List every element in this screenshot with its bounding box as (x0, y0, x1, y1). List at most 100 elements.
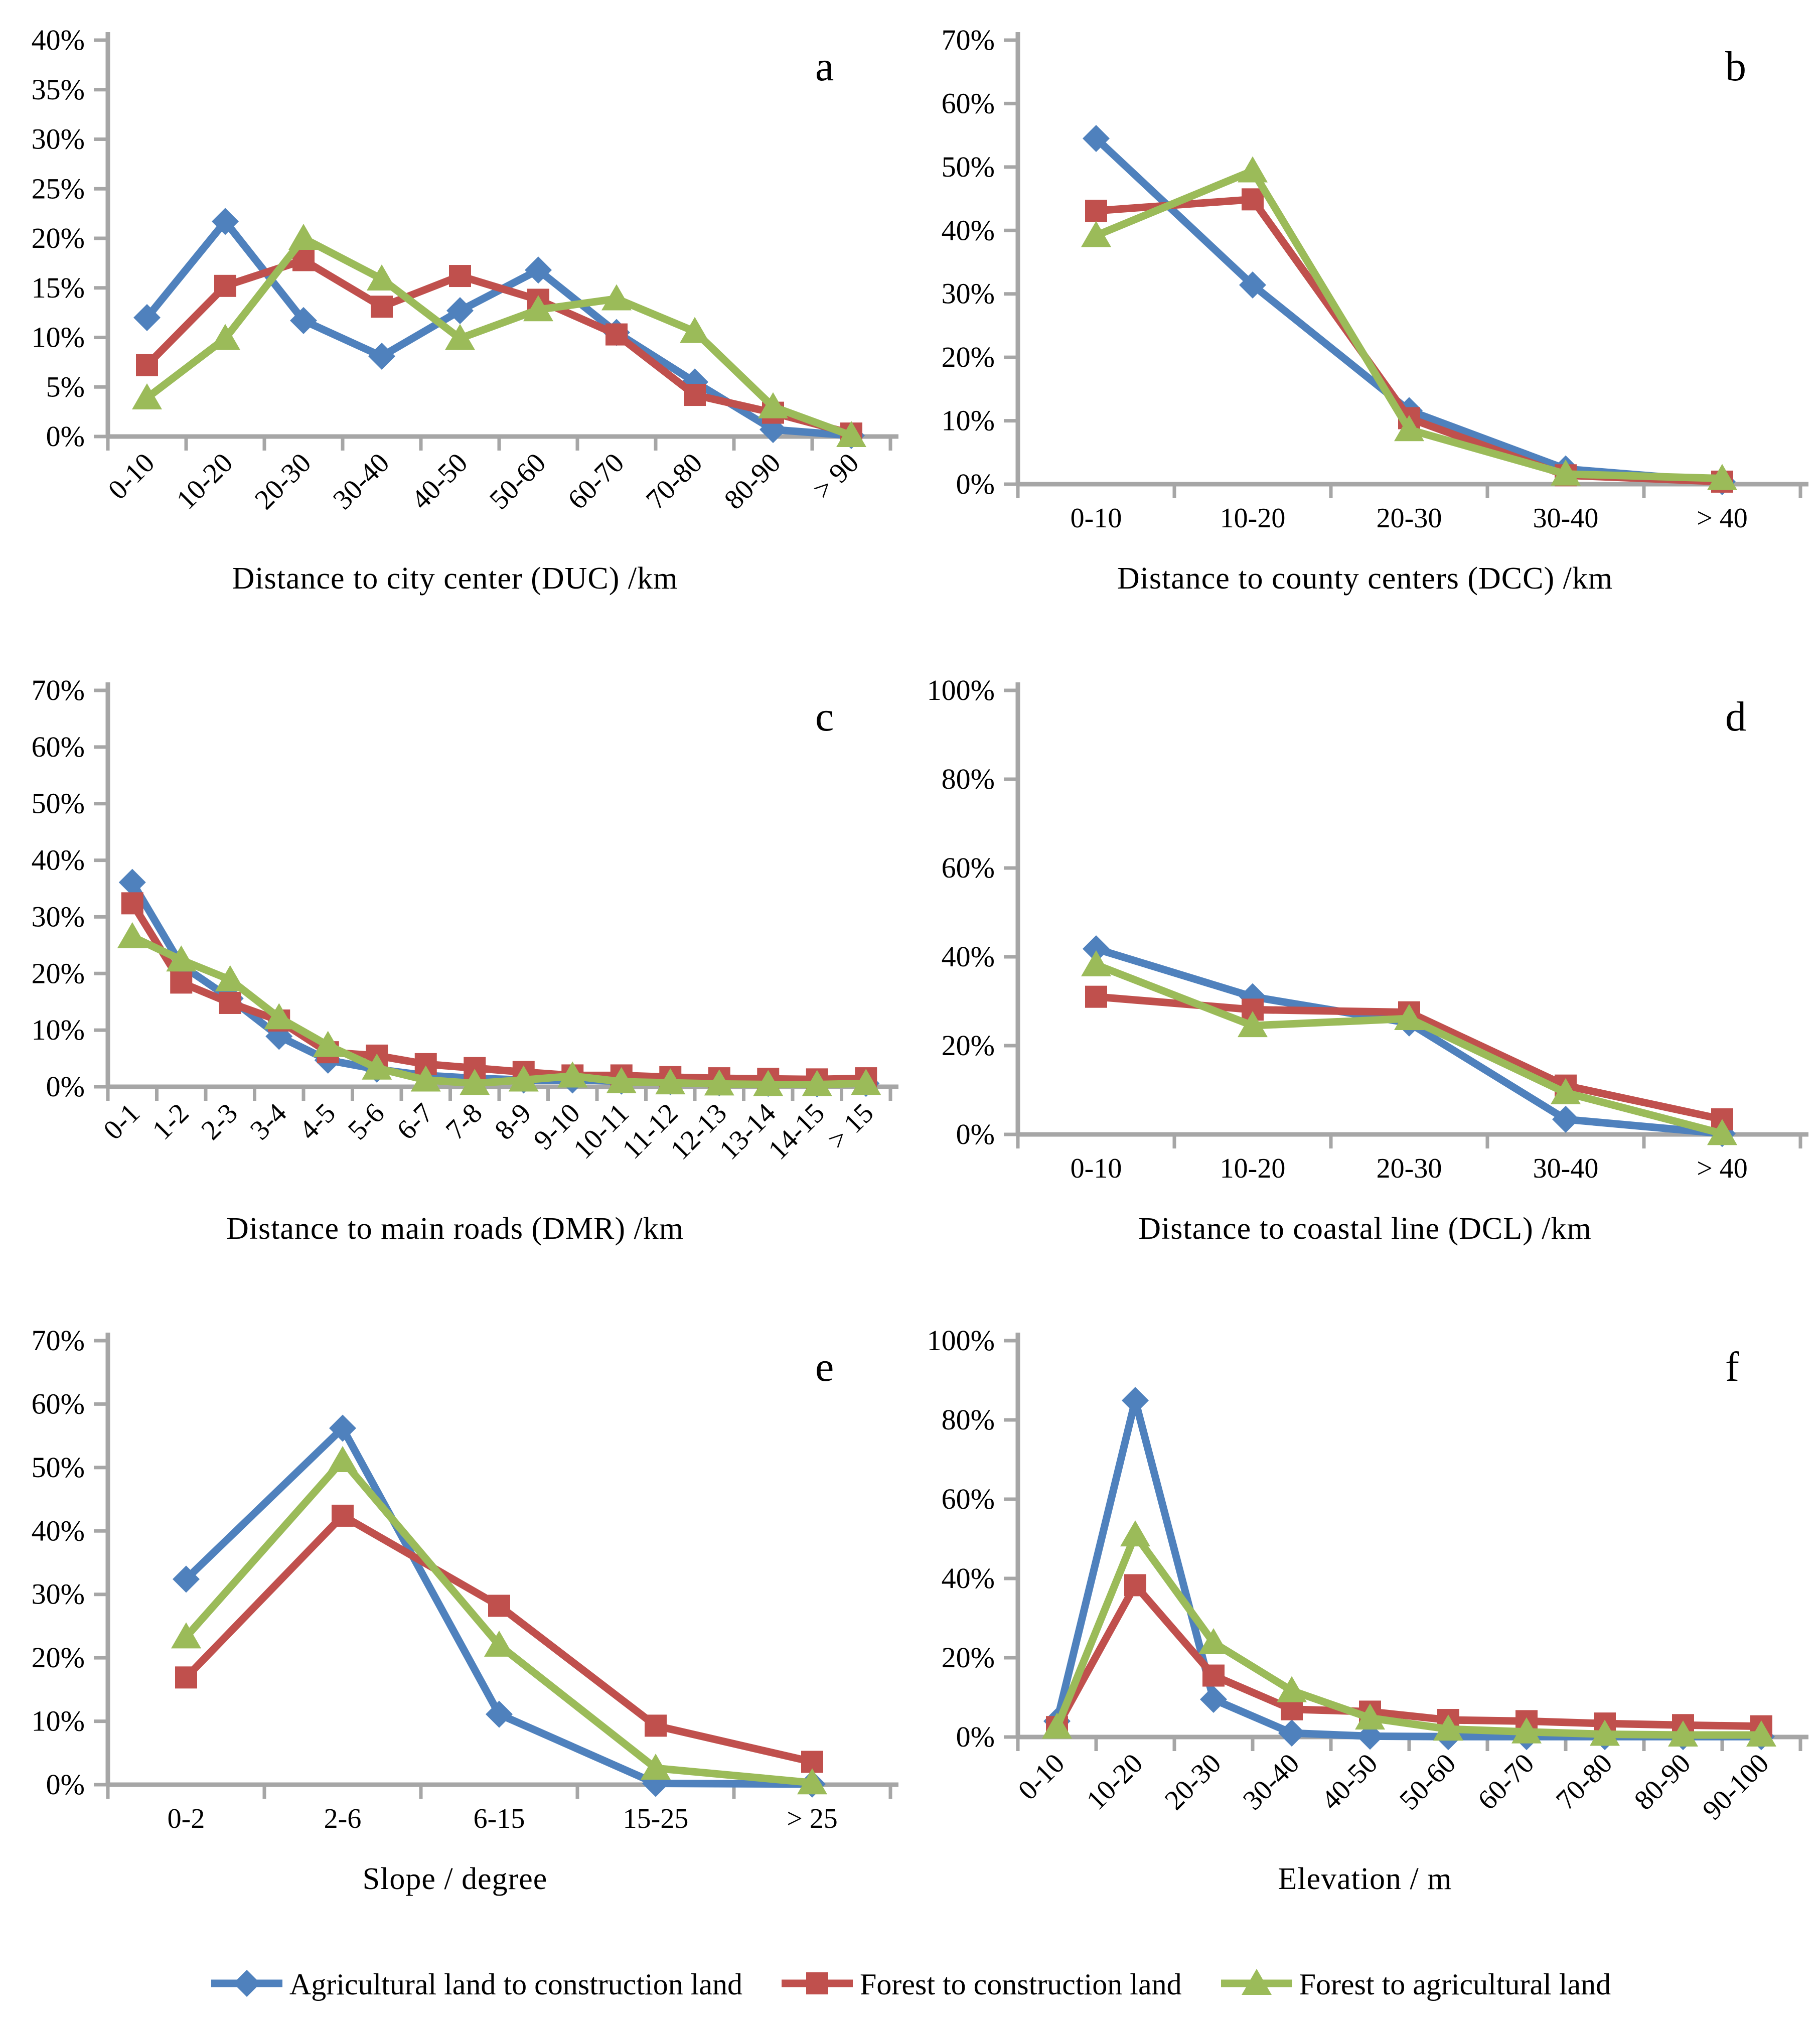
triangle-marker (851, 1069, 881, 1095)
x-axis-title: Slope / degree (362, 1862, 548, 1896)
x-tick-label: 8-9 (489, 1097, 537, 1146)
x-tick-label: 80-90 (718, 447, 787, 515)
chart-panel-a: 0% 5% 10% 15% 20% 25% 30% 35% 40% 0-10 10-20 20-30 3… (0, 0, 910, 650)
triangle-marker (655, 1068, 686, 1095)
y-tick-label: 10% (32, 1705, 85, 1738)
square-marker (136, 354, 158, 376)
diamond-marker (368, 343, 395, 370)
chart-canvas-b: 0% 10% 20% 30% 40% 50% 60% 70% 0-10 10-20 20-30 30-… (942, 24, 1808, 534)
legend: Agricultural land to construction land F… (0, 1947, 1820, 2022)
diamond-series-icon (209, 1963, 284, 2006)
triangle-marker (1551, 459, 1581, 486)
diamond-marker (1083, 935, 1110, 963)
panel-letter: b (1725, 43, 1746, 90)
y-tick-label: 100% (927, 674, 995, 706)
triangle-marker (1551, 1078, 1581, 1104)
square-marker (1124, 1574, 1146, 1597)
triangle-marker (328, 1446, 358, 1472)
series-line (129, 901, 866, 1083)
y-tick-label: 35% (32, 73, 85, 106)
chart-canvas-c: 0% 10% 20% 30% 40% 50% 60% 70% 0-1 1-2 2-3 3-4 4-5 5-… (32, 674, 898, 1166)
square-marker (1085, 200, 1107, 222)
triangle-marker (1394, 1004, 1424, 1031)
legend-label: Forest to agricultural land (1299, 1967, 1611, 2001)
y-tick-label: 70% (32, 1324, 85, 1357)
x-tick-label: 5-6 (342, 1097, 391, 1146)
chart-panel-b: 0% 10% 20% 30% 40% 50% 60% 70% 0-10 10-20 20-30 30-… (910, 0, 1820, 650)
y-tick-label: 40% (942, 940, 995, 973)
x-tick-label: 30-40 (1533, 1153, 1599, 1184)
x-tick-label: > 40 (1697, 503, 1748, 534)
x-tick-label: 40-50 (1315, 1748, 1384, 1816)
triangle-marker (460, 1069, 490, 1095)
diamond-marker (486, 1700, 513, 1728)
y-tick-label: 60% (942, 87, 995, 119)
x-tick-label: > 25 (787, 1803, 838, 1834)
panel-letter: d (1725, 693, 1746, 740)
x-tick-label: 3-4 (244, 1097, 293, 1146)
square-marker (371, 296, 393, 318)
y-tick-label: 20% (32, 1641, 85, 1674)
triangle-marker (1511, 1717, 1542, 1744)
x-axis-title: Distance to main roads (DMR) /km (226, 1212, 684, 1246)
triangle-marker (557, 1061, 588, 1088)
chart-canvas-a: 0% 5% 10% 15% 20% 25% 30% 35% 40% 0-10 10-20 20-30 3… (32, 24, 898, 516)
legend-label: Forest to construction land (860, 1967, 1182, 2001)
x-tick-label: 20-30 (1377, 1153, 1442, 1184)
x-tick-label: 6-7 (391, 1097, 439, 1146)
triangle-marker (410, 1065, 441, 1092)
y-tick-label: 10% (942, 404, 995, 437)
chart-canvas-f: 0% 20% 40% 60% 80% 100% 0-10 10-20 20-30 30-40 40-… (927, 1324, 1808, 1826)
triangle-marker (313, 1031, 343, 1057)
triangle-legend-glyph (1221, 1968, 1292, 1995)
panel-letter: f (1725, 1344, 1739, 1390)
triangle-marker (367, 264, 397, 291)
square-marker (332, 1504, 354, 1527)
square-marker (121, 892, 143, 915)
diamond-marker (290, 307, 317, 334)
square-marker (175, 1666, 197, 1689)
square-marker (806, 1972, 828, 1994)
x-tick-label: 50-60 (1394, 1748, 1462, 1816)
legend-item-agricultural-to-construction: Agricultural land to construction land (209, 1963, 742, 2006)
triangle-marker (1241, 1968, 1272, 1995)
triangle-marker (802, 1070, 832, 1096)
square-marker (684, 384, 706, 406)
diamond-marker (1239, 271, 1266, 299)
triangle-marker (484, 1630, 514, 1657)
diamond-marker (1200, 1685, 1227, 1713)
triangle-marker (606, 1067, 637, 1093)
diamond-marker (1356, 1722, 1384, 1750)
triangle-marker (1707, 464, 1737, 490)
x-tick-label: 2-3 (195, 1097, 244, 1146)
square-marker (1242, 188, 1264, 211)
x-tick-label: 50-60 (484, 447, 552, 515)
x-tick-label: 13-14 (713, 1097, 782, 1166)
x-tick-label: 12-13 (665, 1097, 733, 1166)
x-tick-label: 20-30 (1159, 1748, 1227, 1816)
y-tick-label: 40% (942, 214, 995, 246)
diamond-marker (212, 208, 239, 235)
x-axis-title: Elevation / m (1278, 1862, 1452, 1896)
x-tick-label: 30-40 (327, 447, 395, 515)
y-tick-label: 20% (942, 1641, 995, 1674)
triangle-marker (1238, 1011, 1268, 1038)
y-tick-label: 80% (942, 763, 995, 795)
triangle-marker (1433, 1714, 1463, 1741)
diamond-marker (1122, 1387, 1149, 1414)
x-tick-label: 60-70 (1472, 1748, 1540, 1816)
triangle-marker (1707, 1119, 1737, 1145)
series-line (144, 234, 853, 440)
triangle-marker (523, 295, 553, 322)
x-tick-label: 2-6 (324, 1803, 362, 1834)
legend-item-forest-to-construction: Forest to construction land (780, 1963, 1182, 2006)
y-tick-label: 60% (32, 731, 85, 763)
x-tick-label: 0-10 (102, 447, 161, 505)
y-tick-label: 20% (942, 1029, 995, 1062)
y-tick-label: 0% (956, 468, 995, 500)
series-line (144, 256, 852, 438)
y-tick-label: 60% (942, 851, 995, 884)
panel-letter: a (815, 43, 834, 90)
triangle-marker (445, 324, 475, 350)
diamond-marker (329, 1414, 356, 1442)
